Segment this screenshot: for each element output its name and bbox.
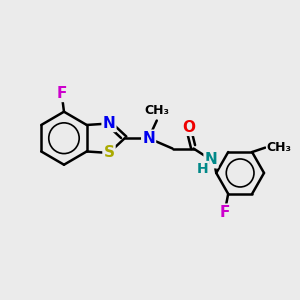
Text: O: O xyxy=(182,120,195,135)
Text: F: F xyxy=(220,205,230,220)
Text: H: H xyxy=(197,161,208,176)
Text: N: N xyxy=(103,116,116,131)
Text: CH₃: CH₃ xyxy=(145,104,170,117)
Text: N: N xyxy=(205,152,218,167)
Text: F: F xyxy=(56,86,67,101)
Text: CH₃: CH₃ xyxy=(267,141,292,154)
Text: S: S xyxy=(103,146,115,160)
Text: N: N xyxy=(142,131,155,146)
